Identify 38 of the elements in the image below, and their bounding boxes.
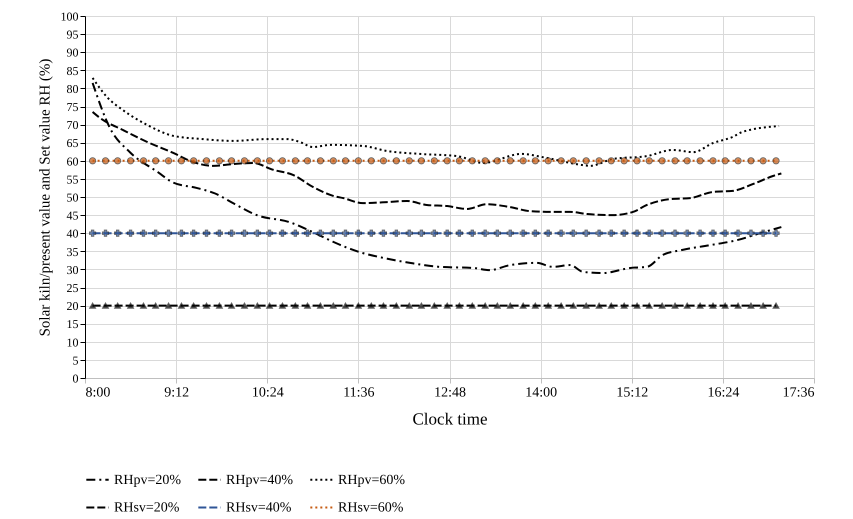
legend-label: RHsv=60% — [338, 500, 404, 516]
x-tick-label: 9:12 — [164, 386, 190, 400]
legend-label: RHsv=40% — [226, 500, 292, 516]
legend-label: RHsv=20% — [114, 500, 180, 516]
x-tick-label: 10:24 — [252, 386, 284, 400]
y-tick-label: 75 — [66, 100, 78, 114]
y-tick-label: 45 — [66, 208, 78, 223]
x-tick-label: 15:12 — [616, 386, 648, 400]
x-tick-label: 16:24 — [707, 386, 740, 400]
x-tick-label: 17:36 — [782, 386, 814, 400]
y-tick-label: 50 — [66, 190, 78, 204]
x-tick-label: 11:36 — [343, 386, 375, 400]
y-tick-label: 65 — [66, 136, 78, 150]
y-tick-label: 35 — [66, 244, 78, 259]
legend-label: RHpv=60% — [338, 472, 406, 488]
y-tick-label: 70 — [66, 118, 78, 132]
y-axis-title: Solar kiln/present value and Set value RH (%) — [38, 58, 54, 336]
y-tick-label: 85 — [66, 64, 78, 78]
y-tick-label: 5 — [72, 353, 78, 368]
y-tick-label: 30 — [66, 262, 78, 277]
y-tick-label: 80 — [66, 82, 78, 96]
y-tick-label: 25 — [66, 281, 78, 295]
y-tick-label: 20 — [66, 299, 78, 314]
x-tick-label: 14:00 — [525, 386, 558, 400]
y-tick-label: 10 — [66, 335, 78, 350]
y-tick-label: 100 — [60, 10, 78, 24]
x-axis-title: Clock time — [412, 410, 488, 428]
y-tick-label: 15 — [66, 317, 78, 332]
legend-label: RHpv=20% — [114, 472, 182, 488]
y-tick-label: 0 — [72, 372, 78, 386]
y-tick-label: 95 — [66, 28, 78, 42]
y-tick-label: 40 — [66, 226, 78, 241]
y-tick-label: 90 — [66, 46, 78, 60]
legend-label: RHpv=40% — [226, 472, 294, 488]
x-tick-label: 8:00 — [86, 386, 110, 400]
y-tick-label: 55 — [66, 172, 78, 186]
x-tick-label: 12:48 — [434, 386, 466, 400]
y-tick-label: 60 — [66, 154, 78, 168]
